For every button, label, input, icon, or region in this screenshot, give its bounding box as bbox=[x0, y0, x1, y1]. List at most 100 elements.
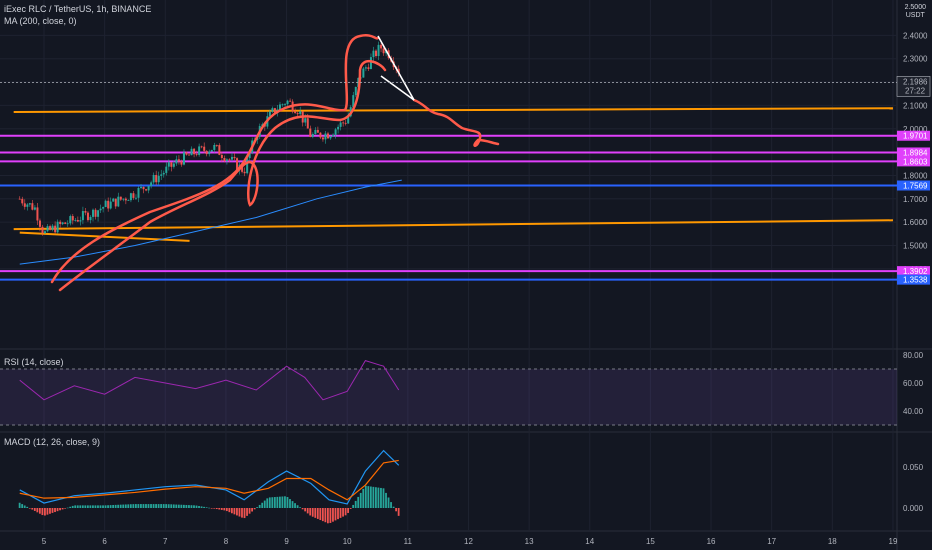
macd-histogram-bar bbox=[200, 506, 203, 508]
macd-histogram-bar bbox=[71, 505, 74, 508]
candle-body bbox=[375, 50, 378, 57]
macd-histogram-bar bbox=[228, 508, 231, 513]
ma200-line bbox=[19, 179, 402, 265]
macd-histogram-bar bbox=[160, 504, 163, 508]
price-tick-label: 1.8000 bbox=[903, 171, 928, 180]
trend-line bbox=[13, 219, 893, 231]
macd-histogram-bar bbox=[56, 508, 59, 512]
macd-histogram-bar bbox=[74, 505, 77, 508]
macd-histogram-bar bbox=[256, 507, 259, 508]
candle-body bbox=[46, 226, 49, 232]
macd-histogram-bar bbox=[349, 508, 352, 509]
macd-histogram-bar bbox=[397, 508, 400, 516]
rsi-line bbox=[19, 360, 400, 401]
candle-body bbox=[332, 134, 335, 137]
currency-label[interactable]: 2.5000 USDT bbox=[905, 4, 926, 20]
macd-histogram-bar bbox=[84, 505, 87, 508]
candle-body bbox=[362, 68, 365, 78]
macd-histogram-bar bbox=[372, 486, 375, 508]
ma-indicator-label[interactable]: MA (200, close, 0) bbox=[4, 16, 77, 26]
macd-histogram-bar bbox=[233, 508, 236, 515]
rsi-indicator-label[interactable]: RSI (14, close) bbox=[4, 357, 64, 367]
candle-body bbox=[71, 216, 74, 221]
macd-histogram-bar bbox=[129, 504, 132, 508]
macd-histogram-bar bbox=[205, 507, 208, 508]
time-tick-label: 18 bbox=[828, 537, 837, 546]
candle-body bbox=[241, 164, 244, 172]
macd-histogram-bar bbox=[306, 508, 309, 514]
candle-body bbox=[18, 198, 21, 200]
candle-body bbox=[200, 146, 203, 148]
candle-body bbox=[230, 156, 233, 160]
macd-histogram-bar bbox=[291, 501, 294, 508]
macd-histogram-bar bbox=[273, 497, 276, 508]
macd-histogram-bar bbox=[167, 504, 170, 508]
candle-body bbox=[243, 171, 246, 174]
macd-histogram-bar bbox=[127, 504, 130, 508]
macd-histogram-bar bbox=[230, 508, 233, 514]
candle-body bbox=[326, 133, 329, 139]
macd-histogram-bar bbox=[142, 504, 145, 508]
macd-histogram-bar bbox=[253, 508, 256, 510]
time-tick-label: 12 bbox=[464, 537, 473, 546]
candle-body bbox=[337, 126, 340, 130]
candle-body bbox=[51, 225, 54, 230]
macd-histogram-bar bbox=[177, 504, 180, 508]
macd-histogram-bar bbox=[246, 508, 248, 516]
price-tick-label: 2.4000 bbox=[903, 31, 928, 40]
level-badge bbox=[897, 156, 930, 167]
macd-histogram-bar bbox=[38, 508, 41, 514]
macd-histogram-bar bbox=[117, 504, 120, 508]
macd-histogram-bar bbox=[104, 505, 107, 508]
macd-histogram-bar bbox=[107, 505, 109, 508]
macd-histogram-bar bbox=[69, 506, 72, 508]
rsi-tick-label: 40.00 bbox=[903, 407, 924, 416]
candle-body bbox=[170, 162, 173, 167]
macd-histogram-bar bbox=[276, 496, 279, 508]
candle-body bbox=[306, 118, 309, 129]
macd-histogram-bar bbox=[89, 505, 92, 508]
candle-body bbox=[92, 209, 95, 217]
candle-body bbox=[233, 156, 236, 159]
candle-body bbox=[195, 154, 198, 155]
macd-histogram-bar bbox=[369, 486, 372, 508]
wedge-drawing bbox=[377, 35, 415, 101]
candle-body bbox=[102, 207, 105, 209]
candle-body bbox=[99, 208, 102, 211]
symbol-title[interactable]: iExec RLC / TetherUS, 1h, BINANCE bbox=[4, 4, 152, 14]
macd-histogram-bar bbox=[31, 508, 34, 510]
macd-histogram-bar bbox=[44, 508, 46, 516]
candle-body bbox=[304, 118, 307, 123]
candle-body bbox=[172, 163, 175, 167]
macd-histogram-bar bbox=[367, 486, 370, 508]
candle-body bbox=[54, 225, 57, 233]
candle-body bbox=[23, 203, 26, 207]
candle-body bbox=[162, 172, 165, 175]
macd-histogram-bar bbox=[112, 505, 115, 508]
macd-histogram-bar bbox=[215, 508, 218, 510]
macd-histogram-bar bbox=[220, 508, 223, 510]
hand-drawn-channel bbox=[50, 34, 380, 284]
macd-histogram-bar bbox=[309, 508, 312, 516]
candle-body bbox=[175, 159, 178, 164]
candle-body bbox=[104, 200, 107, 208]
candle-body bbox=[86, 212, 89, 221]
macd-histogram-bar bbox=[258, 504, 261, 508]
macd-histogram-bar bbox=[155, 504, 157, 508]
macd-histogram-bar bbox=[41, 508, 44, 516]
macd-histogram-bar bbox=[28, 508, 31, 509]
candle-body bbox=[61, 222, 64, 225]
candle-body bbox=[228, 159, 231, 161]
candle-body bbox=[268, 111, 271, 117]
macd-histogram-bar bbox=[284, 496, 286, 508]
candle-body bbox=[185, 152, 188, 155]
macd-histogram-bar bbox=[359, 492, 362, 508]
candle-body bbox=[319, 132, 322, 138]
macd-indicator-label[interactable]: MACD (12, 26, close, 9) bbox=[4, 437, 101, 447]
level-badge-label: 1.8984 bbox=[903, 148, 928, 157]
macd-histogram-bar bbox=[137, 504, 140, 508]
macd-histogram-bar bbox=[344, 508, 347, 516]
macd-histogram-bar bbox=[218, 508, 221, 510]
macd-histogram-bar bbox=[357, 496, 360, 508]
